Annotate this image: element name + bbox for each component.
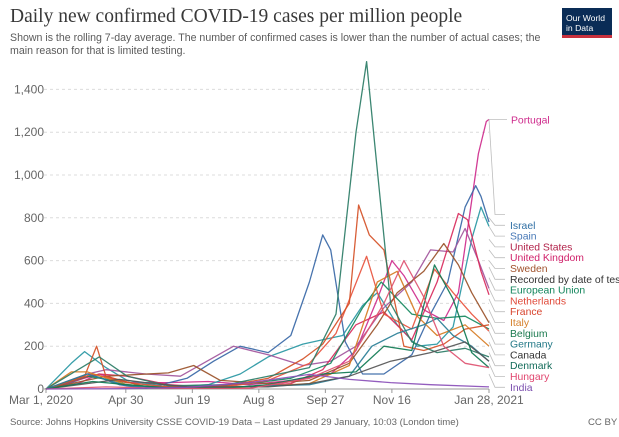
legend-connector <box>488 119 505 215</box>
legend-item-canada: Canada <box>510 350 547 361</box>
x-tick-label: Sep 27 <box>306 393 344 407</box>
source-note[interactable]: Source: Johns Hopkins University CSSE CO… <box>10 417 459 428</box>
series-line-denmark <box>45 264 490 390</box>
y-tick-label: 400 <box>24 296 44 310</box>
owid-logo[interactable]: Our World in Data <box>562 8 612 38</box>
gridlines <box>44 88 489 390</box>
legend-connector <box>488 217 505 226</box>
legend-item-germany: Germany <box>510 340 554 351</box>
y-tick-label: 800 <box>24 211 44 225</box>
series-line-france <box>45 204 490 390</box>
logo-accent-bar <box>562 35 612 38</box>
legend-connector <box>488 352 505 367</box>
y-axis-ticks: 0 200 400 600 800 1,000 1,200 1,400 <box>14 82 44 396</box>
legend-connector <box>488 266 505 280</box>
legend-item-hungary: Hungary <box>510 372 550 383</box>
y-tick-label: 600 <box>24 254 44 268</box>
series-line-european-union <box>45 281 490 390</box>
series-line-sweden <box>45 242 490 390</box>
legend-connector <box>488 320 505 334</box>
series-lines <box>45 60 490 390</box>
y-tick-label: 1,000 <box>14 168 44 182</box>
legend-connector <box>488 298 505 313</box>
series-line-israel <box>45 185 490 390</box>
legend-connector <box>488 331 505 345</box>
x-tick-label: Jun 19 <box>174 393 210 407</box>
legend-item-belgium: Belgium <box>510 329 548 340</box>
legend-item-united-states: United States <box>510 242 572 253</box>
legend-item-israel: Israel <box>510 221 535 232</box>
legend-item-spain: Spain <box>510 232 537 243</box>
series-line-spain <box>45 206 490 390</box>
x-tick-label: Jan 28, 2021 <box>454 393 524 407</box>
legend-item-denmark: Denmark <box>510 361 553 372</box>
logo-line-1: Our World <box>566 13 605 23</box>
legend-connector <box>488 260 505 269</box>
legend-item-italy: Italy <box>510 318 530 329</box>
legend-item-united-kingdom: United Kingdom <box>510 253 584 264</box>
legend-item-netherlands: Netherlands <box>510 296 566 307</box>
y-tick-label: 1,200 <box>14 125 44 139</box>
x-tick-label: Apr 30 <box>108 393 144 407</box>
series-line-canada <box>45 341 490 390</box>
legend-connector <box>488 249 505 259</box>
series-line-belgium <box>45 60 490 390</box>
x-tick-label: Nov 16 <box>373 393 411 407</box>
legend-connector <box>488 226 505 237</box>
license-link[interactable]: CC BY <box>588 417 618 428</box>
legend-item-recorded-by-date-of-test: Recorded by date of test <box>510 275 619 286</box>
series-line-united-states <box>45 227 490 390</box>
legend-connector <box>488 341 505 356</box>
legend-connector <box>488 309 505 323</box>
chart-title: Daily new confirmed COVID-19 cases per m… <box>10 6 463 27</box>
series-line-netherlands <box>45 255 490 390</box>
series-line-india <box>45 373 490 390</box>
legend-connector <box>488 288 505 302</box>
legend-item-sweden: Sweden <box>510 264 548 275</box>
x-tick-label: Aug 8 <box>243 393 275 407</box>
y-tick-label: 200 <box>24 339 44 353</box>
legend-item-india: India <box>510 383 533 394</box>
legend-item-france: France <box>510 307 543 318</box>
y-tick-label: 1,400 <box>14 82 44 96</box>
logo-line-2: in Data <box>566 23 594 33</box>
legend-connector <box>488 373 505 388</box>
y-tick-label: 0 <box>37 382 44 396</box>
legend-connector <box>488 363 505 377</box>
legend-connector <box>488 277 505 291</box>
legend-connector <box>488 238 505 248</box>
legend-item-european-union: European Union <box>510 286 585 297</box>
x-tick-label: Mar 1, 2020 <box>9 393 73 407</box>
legend-item-portugal-top: Portugal <box>511 115 550 126</box>
x-axis-ticks: Mar 1, 2020 Apr 30 Jun 19 Aug 8 Sep 27 Nov 16… <box>9 389 524 407</box>
series-line-portugal <box>45 118 490 390</box>
chart-subtitle: Shown is the rolling 7-day average. The … <box>10 32 541 57</box>
